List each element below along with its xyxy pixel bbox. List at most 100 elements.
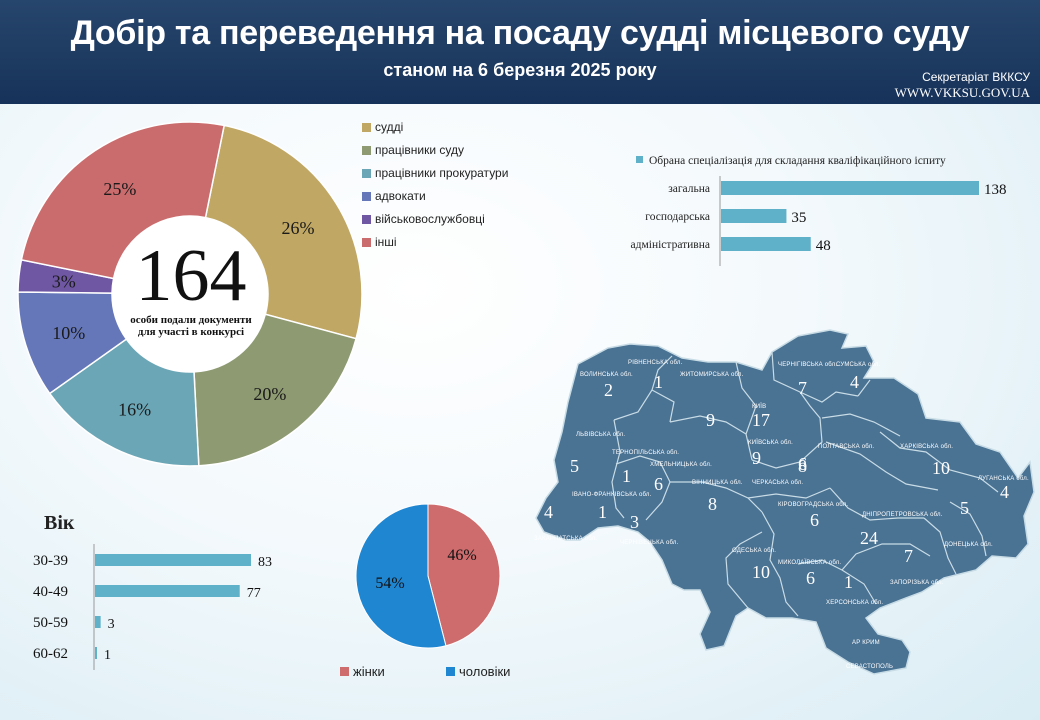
map-region-value: 9 [752,448,761,468]
map-region-value: 2 [604,380,613,400]
donut-legend-item: працівники суду [362,143,464,157]
map-region-name: ТЕРНОПІЛЬСЬКА обл. [612,450,680,456]
spec-category-label: господарська [645,211,710,223]
age-category-label: 50-59 [33,615,68,631]
map-region-value: 6 [798,454,807,474]
map-region-value: 7 [904,546,913,566]
age-category-label: 40-49 [33,584,68,600]
gender-slice-1 [355,503,447,649]
spec-category-label: загальна [668,183,710,195]
donut-slice-label-5: 25% [103,179,136,199]
donut-legend-item: працівники прокуратури [362,166,508,180]
map-region-value: 10 [932,458,950,478]
map-region-name: ХМЕЛЬНИЦЬКА обл. [650,462,712,468]
map-region-value: 4 [1000,482,1009,502]
map-region-value: 4 [544,502,553,522]
gender-legend-item: жінки [340,664,385,679]
donut-hole [112,216,268,372]
map-region-value: 6 [806,568,815,588]
map-region-name: ВІННИЦЬКА обл. [692,480,743,486]
donut-center: 164 особи подали документи для участі в … [116,238,266,348]
map-region-name: СЕВАСТОПОЛЬ [846,664,894,670]
gender-legend-item: чоловіки [446,664,510,679]
donut-legend-swatch [362,145,371,155]
map-shape [535,329,1035,675]
age-value-label: 77 [247,586,261,601]
map-region-value: 9 [706,410,715,430]
donut-legend-label: адвокати [375,189,426,203]
map-region-value: 7 [798,378,807,398]
map-region-name: ДОНЕЦЬКА обл. [944,542,993,548]
age-category-label: 30-39 [33,553,68,569]
map-region-value: 8 [798,456,807,476]
map-region-name: ПОЛТАВСЬКА обл. [818,444,875,450]
gender-slice-label-0: 46% [447,547,476,564]
age-bar [95,647,97,659]
map-region-name: АР КРИМ [852,640,880,646]
spec-bar [721,181,979,195]
spec-legend-label: Обрана спеціалізація для складання квалі… [649,155,946,167]
map-region-name: ХАРКІВСЬКА обл. [900,444,954,450]
org-name: Секретаріат ВККСУ [922,70,1030,84]
map-region-name: КИЇВСЬКА обл. [748,440,793,446]
donut-legend-item: адвокати [362,189,426,203]
gender-pie-chart: 46% 54% [355,503,501,649]
donut-center-number: 164 [135,235,247,317]
map-region-value: 4 [850,372,859,392]
map-region-name: ЧЕРНІВЕЦЬКА обл. [620,540,679,546]
map-region-value: 1 [654,372,663,392]
map-region-name: ЛЬВІВСЬКА обл. [576,432,626,438]
gender-legend-swatch [340,667,349,676]
map-region-name: ЧЕРНІГІВСЬКА обл. [778,362,838,368]
donut-legend-swatch [362,237,371,247]
map-region-value: 3 [630,512,639,532]
map-region-name: КИЇВ [752,404,767,410]
spec-bar [721,237,811,251]
gender-legend-swatch [446,667,455,676]
page-subtitle: станом на 6 березня 2025 року [383,60,657,80]
age-value-label: 83 [258,555,272,570]
map-region-value: 24 [860,528,878,548]
donut-legend-swatch [362,168,371,178]
map-region-name: ЗАКАРПАТСЬКА обл. [534,536,598,542]
spec-value-label: 48 [816,238,831,254]
map-region-name: ІВАНО-ФРАНКІВСЬКА обл. [572,492,652,498]
age-bar [95,554,251,566]
donut-legend-swatch [362,122,371,132]
donut-slice-label-0: 26% [282,218,315,238]
map-region-name: ДНІПРОПЕТРОВСЬКА обл. [862,512,943,518]
spec-bar [721,209,787,223]
gender-slice-0 [427,503,501,647]
map-region-name: ОДЕСЬКА обл. [732,548,777,554]
map-region-name: ХЕРСОНСЬКА обл. [826,600,884,606]
spec-value-label: 138 [984,182,1007,198]
donut-slice-label-1: 20% [253,384,286,404]
donut-legend-item: інші [362,235,397,249]
donut-legend-label: інші [375,235,397,249]
donut-legend-label: працівники суду [375,143,464,157]
ukraine-map [535,329,1035,675]
map-region-value: 10 [752,562,770,582]
map-region-name: ЧЕРКАСЬКА обл. [752,480,804,486]
donut-legend-item: військовослужбовці [362,212,485,226]
donut-legend-label: працівники прокуратури [375,166,509,180]
map-region-value: 8 [708,494,717,514]
map-region-name: ЗАПОРІЗЬКА обл. [890,580,944,586]
header-banner: Добір та переведення на посаду судді міс… [0,0,1040,104]
age-value-label: 1 [104,648,111,663]
age-category-label: 60-62 [33,646,68,662]
donut-center-text-2: для участі в конкурсі [137,326,245,338]
map-region-name: РІВНЕНСЬКА обл. [628,360,683,366]
map-region-value: 6 [654,474,663,494]
applicants-donut-chart: 26% 20% 16% 10% 3% 25% [17,121,363,467]
donut-center-text-1: особи подали документи [130,314,252,326]
age-chart-title: Вік [44,512,75,534]
spec-legend-swatch [636,156,643,163]
age-bar [95,616,101,628]
map-region-value: 5 [960,498,969,518]
map-region-value: 17 [752,410,770,430]
page-title: Добір та переведення на посаду судді міс… [70,14,970,52]
map-borders [611,351,999,617]
age-bar-chart: 30-39 83 40-49 77 50-59 3 60-62 1 [33,544,272,670]
donut-legend-label: військовослужбовці [375,212,485,226]
